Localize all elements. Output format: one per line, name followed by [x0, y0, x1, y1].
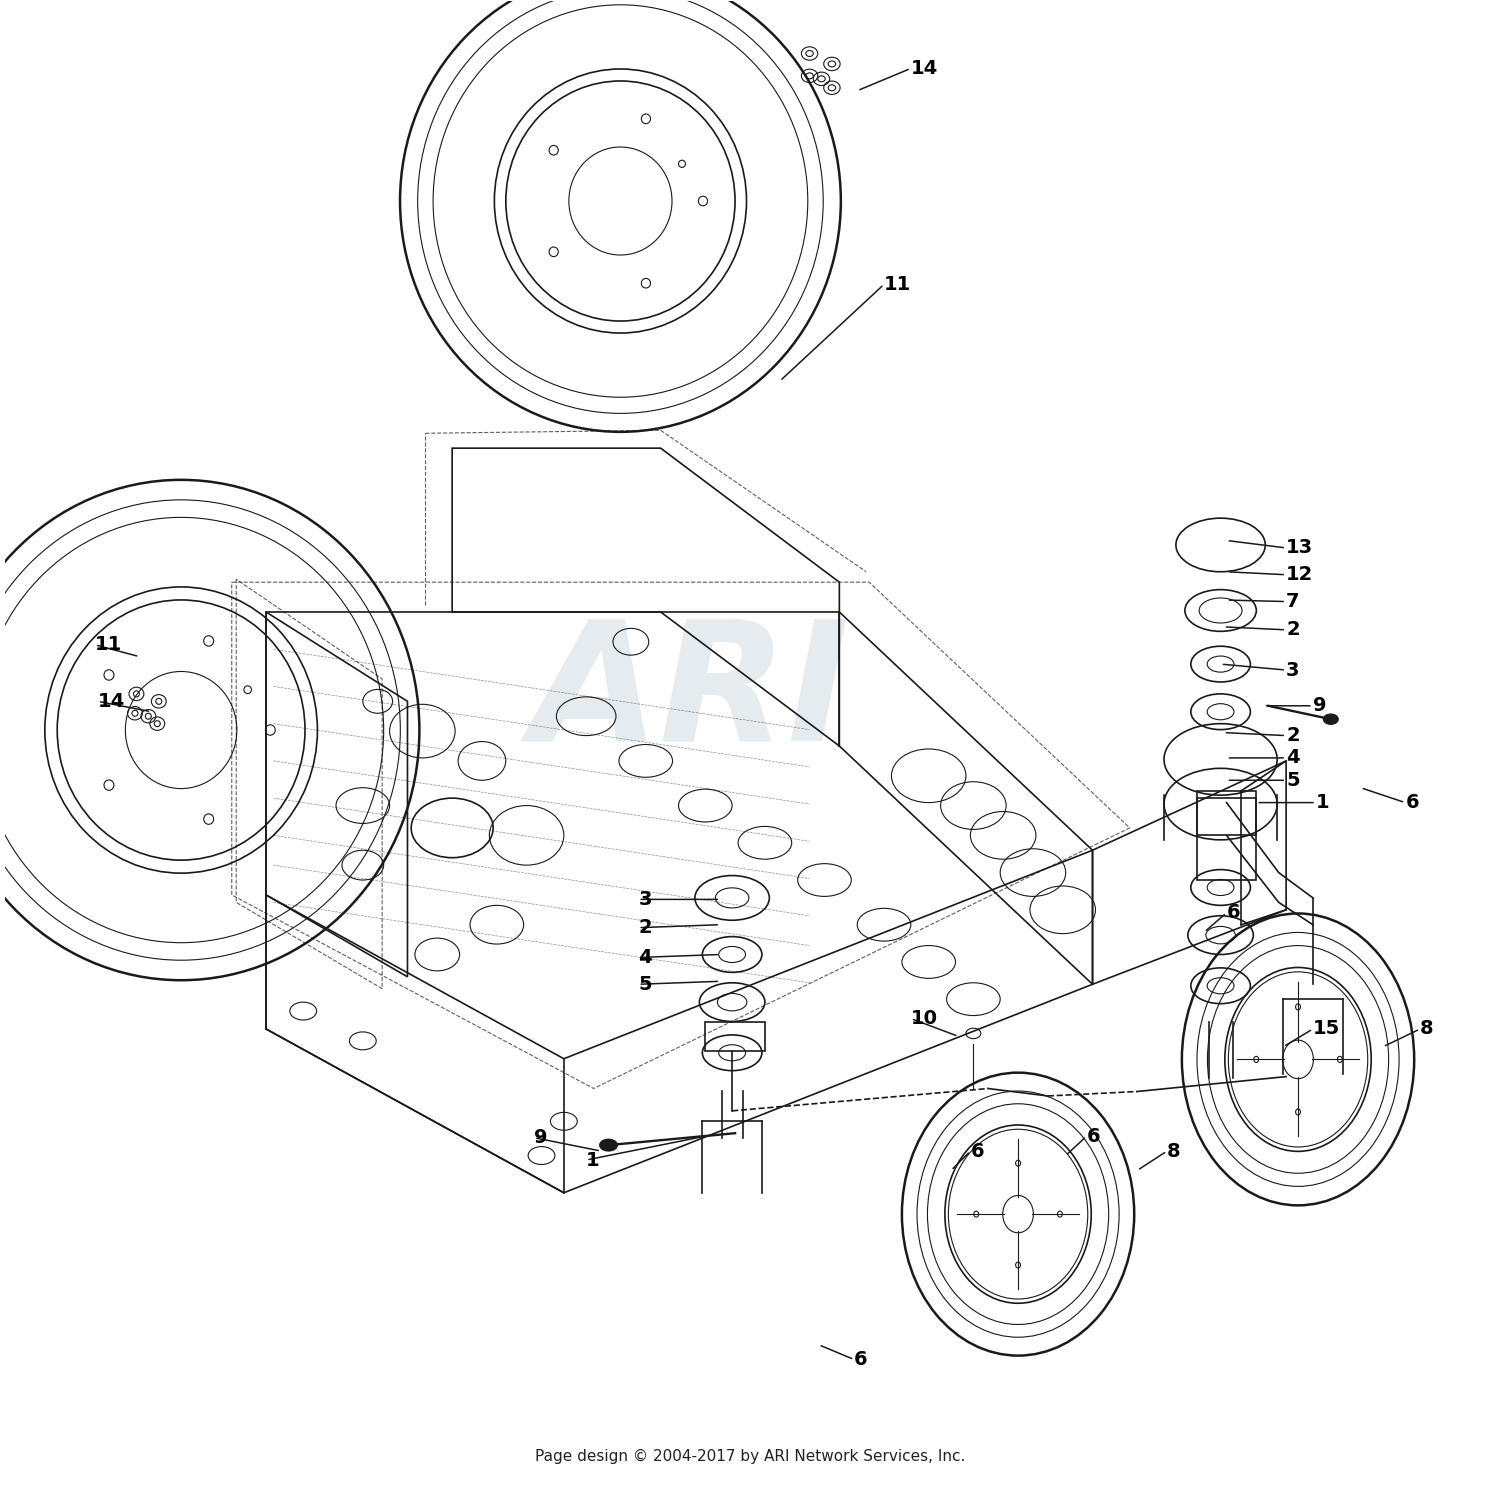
Ellipse shape: [1323, 715, 1338, 725]
Text: 3: 3: [639, 889, 652, 909]
Text: 9: 9: [1312, 697, 1326, 715]
Text: 1: 1: [586, 1150, 600, 1170]
Text: 6: 6: [1086, 1126, 1100, 1146]
Text: 2: 2: [639, 918, 652, 937]
Text: 6: 6: [1227, 903, 1240, 922]
Text: 6: 6: [853, 1350, 868, 1370]
Text: 8: 8: [1167, 1141, 1180, 1161]
Text: 10: 10: [910, 1009, 938, 1028]
Text: 9: 9: [534, 1128, 548, 1147]
Text: 4: 4: [639, 947, 652, 967]
Text: 11: 11: [94, 636, 122, 653]
Text: 15: 15: [1312, 1019, 1340, 1038]
Text: 13: 13: [1286, 539, 1312, 558]
Text: 7: 7: [1286, 592, 1299, 612]
Text: 1: 1: [1316, 794, 1329, 812]
Text: 3: 3: [1286, 661, 1299, 679]
Text: 4: 4: [1286, 749, 1299, 767]
Text: 2: 2: [1286, 727, 1299, 745]
Text: 11: 11: [884, 275, 912, 294]
Text: 2: 2: [1286, 621, 1299, 640]
Text: 14: 14: [910, 58, 938, 78]
Text: 5: 5: [1286, 771, 1299, 789]
Text: ARI: ARI: [531, 612, 850, 776]
Text: 8: 8: [1420, 1019, 1434, 1038]
Text: 14: 14: [98, 692, 124, 710]
Ellipse shape: [600, 1140, 618, 1150]
Text: 12: 12: [1286, 565, 1314, 585]
Text: 5: 5: [639, 974, 652, 994]
Text: Page design © 2004-2017 by ARI Network Services, Inc.: Page design © 2004-2017 by ARI Network S…: [536, 1449, 964, 1464]
Text: 6: 6: [1406, 794, 1419, 812]
Text: 6: 6: [970, 1141, 984, 1161]
